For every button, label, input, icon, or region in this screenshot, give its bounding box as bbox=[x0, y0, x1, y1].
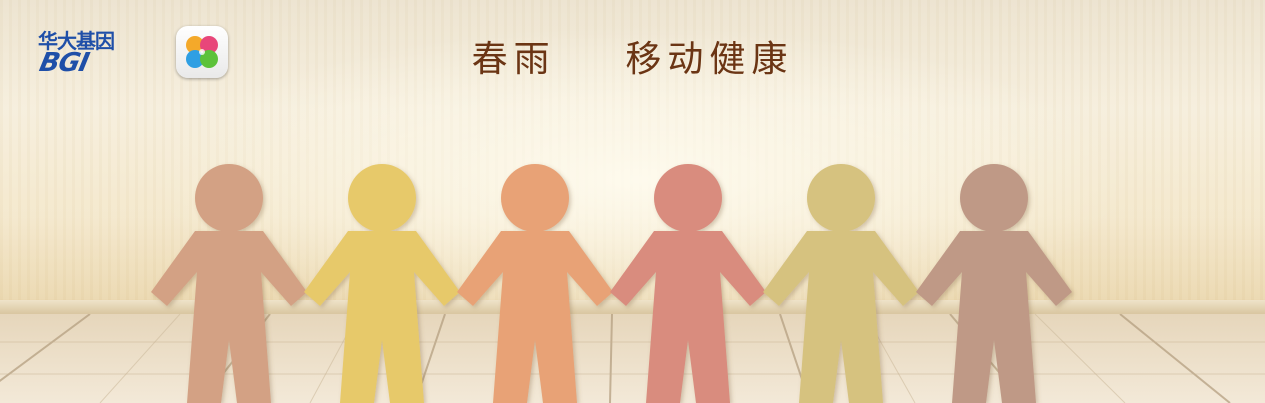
figure-4 bbox=[610, 164, 766, 403]
figure-1 bbox=[151, 164, 307, 403]
four-leaf-clover-icon[interactable] bbox=[176, 26, 228, 78]
figure-2 bbox=[304, 164, 460, 403]
figure-3 bbox=[457, 164, 613, 403]
brand-name-cn: 华大基因 bbox=[38, 29, 115, 53]
headline-part2: 移动健康 bbox=[625, 39, 794, 80]
figure-6 bbox=[916, 164, 1072, 403]
headline: 春雨 移动健康 bbox=[0, 38, 1265, 82]
baseboard bbox=[0, 300, 1265, 314]
headline-part1: 春雨 bbox=[471, 39, 556, 80]
figure-5 bbox=[763, 164, 919, 403]
bgi-logo: 华大基因 BGI bbox=[37, 29, 148, 78]
